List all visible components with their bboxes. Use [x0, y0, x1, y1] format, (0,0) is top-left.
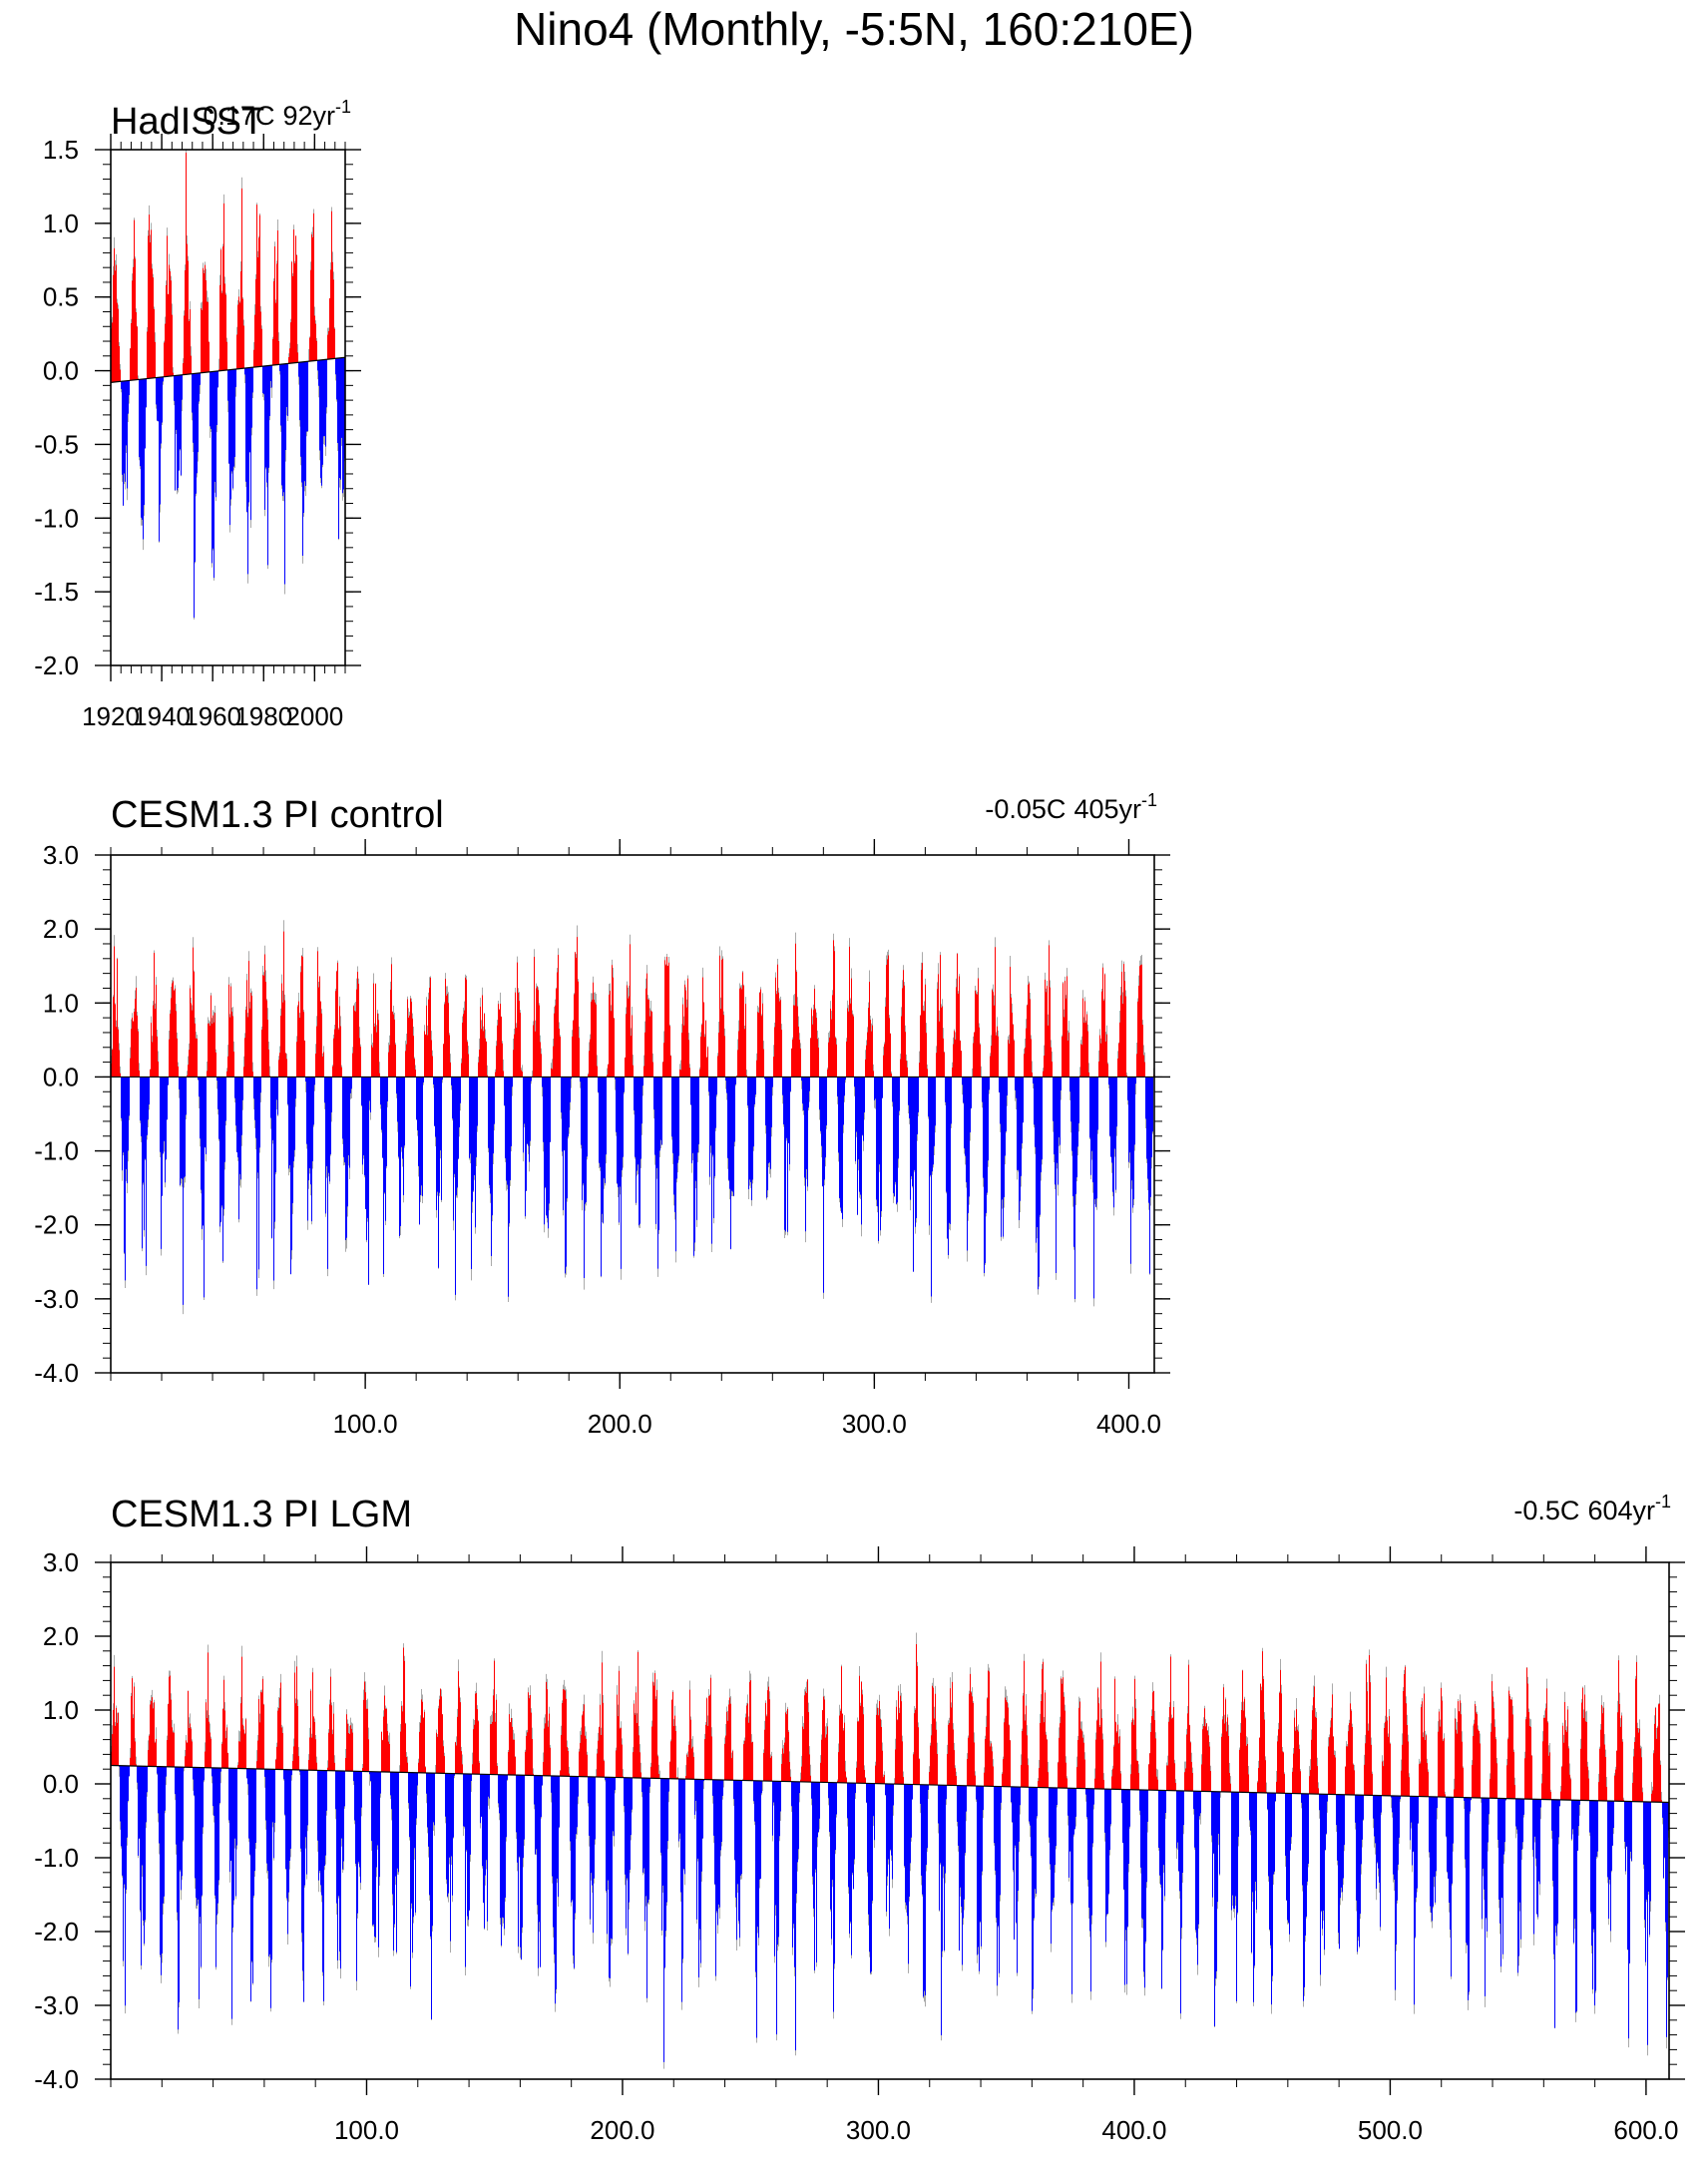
anomaly-bars: [111, 920, 1154, 1315]
trend-period: 604yr: [1587, 1496, 1655, 1525]
plot-frame: [110, 149, 346, 666]
y-tick-label: -2.0: [34, 650, 79, 680]
y-tick-label: 1.0: [43, 209, 79, 238]
anomaly-bars: [111, 149, 345, 620]
panel-cesm-pi-lgm: CESM1.3 PI LGM -0.5C 604yr-13.02.01.00.0-1…: [34, 1492, 1685, 2145]
x-tick-label: 1920: [82, 701, 140, 731]
trend-period: 92yr: [282, 101, 335, 131]
y-tick-label: 2.0: [43, 914, 79, 944]
y-tick-label: 0.5: [43, 282, 79, 312]
y-axis: 1.5 1.0 0.5 0.0 -0.5 -1.0 -1.5 -2.0: [34, 135, 361, 680]
y-tick-label: -1.0: [34, 503, 79, 533]
anomaly-bars: [111, 1632, 1669, 2069]
trend-value: -0.5C: [1513, 1496, 1579, 1525]
y-tick-label: 3.0: [43, 840, 79, 870]
x-tick-label: 1980: [234, 701, 292, 731]
y-tick-label: 0.0: [43, 356, 79, 386]
y-tick-label: 1.0: [43, 988, 79, 1018]
trend-line: [110, 356, 346, 383]
y-axis: 3.0 2.0 1.0 0.0 -1.0 -2.0 -3.0 -4.0: [34, 840, 1170, 1388]
x-tick-label: 100.0: [333, 1409, 398, 1439]
x-tick-label: 200.0: [588, 1409, 652, 1439]
y-tick-label: -1.0: [34, 1136, 79, 1166]
y-tick-label: -4.0: [34, 1358, 79, 1388]
trend-label: -0.5C 604yr-1: [1513, 1492, 1671, 1525]
x-tick-label: 2000: [285, 701, 343, 731]
x-tick-label: 1960: [184, 701, 241, 731]
y-tick-label: 1.5: [43, 135, 79, 165]
panel-cesm-pi-control: CESM1.3 PI control -0.05C 405yr-1 3.0 2.0 1.0…: [34, 790, 1170, 1439]
plot-frame: [110, 854, 1155, 1374]
trend-superscript: -1: [1655, 1492, 1671, 1512]
x-axis: 100.0 200.0 300.0 400.0: [110, 839, 1161, 1439]
panel-title: CESM1.3 PI LGM: [111, 1494, 412, 1535]
x-tick-label: 300.0: [842, 1409, 907, 1439]
trend-label: 0.17C 92yr-1: [203, 97, 351, 131]
figure-title: Nino4 (Monthly, -5:5N, 160:210E): [514, 3, 1194, 55]
y-tick-label: 0.0: [43, 1062, 79, 1091]
y-tick-label: -1.5: [34, 577, 79, 607]
panel-title: HadISST: [111, 101, 264, 143]
trend-superscript: -1: [1141, 790, 1157, 810]
trend-period: 405yr: [1073, 794, 1141, 824]
x-tick-label: 1940: [133, 701, 191, 731]
x-tick-label: 400.0: [1096, 1409, 1161, 1439]
y-tick-label: -0.5: [34, 429, 79, 459]
trend-value: -0.05C: [985, 794, 1066, 824]
trend-value: 0.17C: [203, 101, 274, 131]
trend-label: -0.05C 405yr-1: [985, 790, 1157, 824]
trend-superscript: -1: [335, 97, 351, 117]
panel-title: CESM1.3 PI control: [111, 794, 444, 836]
y-tick-label: -3.0: [34, 1284, 79, 1314]
y-tick-label: -2.0: [34, 1210, 79, 1240]
